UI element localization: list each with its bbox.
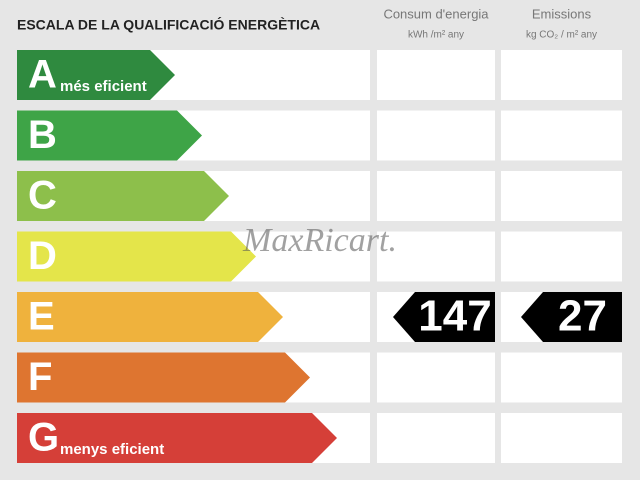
- value-cell: [501, 110, 622, 161]
- value-cell: [501, 413, 622, 463]
- value-cell: [501, 231, 622, 282]
- class-letter: A: [28, 53, 57, 97]
- class-letter: D: [28, 234, 57, 278]
- value-cell: [377, 50, 495, 100]
- class-arrow: [17, 171, 229, 221]
- value-cell: [501, 171, 622, 221]
- value-cell: [377, 110, 495, 161]
- rating-value: 27: [558, 292, 607, 341]
- rating-arrow: [521, 292, 622, 342]
- value-cell: [377, 231, 495, 282]
- column-unit: kg CO₂ / m² any: [526, 30, 597, 41]
- rating-value: 147: [418, 292, 491, 341]
- value-cell: [501, 352, 622, 403]
- class-letter: C: [28, 174, 57, 218]
- class-arrow: [17, 50, 175, 100]
- column-title: Emissions: [532, 6, 592, 21]
- watermark: MaxRicart.: [242, 222, 397, 259]
- class-letter: G: [28, 416, 59, 460]
- class-arrow: [17, 352, 310, 403]
- class-letter: B: [28, 113, 57, 157]
- class-arrow: [17, 110, 202, 161]
- class-label: més eficient: [60, 78, 147, 95]
- column-title: Consum d'energia: [383, 6, 489, 21]
- class-label: menys eficient: [60, 441, 164, 458]
- value-cell: [501, 50, 622, 100]
- class-arrow: [17, 413, 337, 463]
- class-arrow: [17, 292, 283, 342]
- class-letter: E: [28, 295, 55, 339]
- value-cell: [377, 171, 495, 221]
- class-letter: F: [28, 355, 52, 399]
- title: ESCALA DE LA QUALIFICACIÓ ENERGÈTICA: [17, 16, 320, 33]
- value-cell: [377, 413, 495, 463]
- class-arrow: [17, 231, 256, 282]
- rating-arrow: [393, 292, 495, 342]
- value-cell: [377, 352, 495, 403]
- column-unit: kWh /m² any: [408, 30, 464, 41]
